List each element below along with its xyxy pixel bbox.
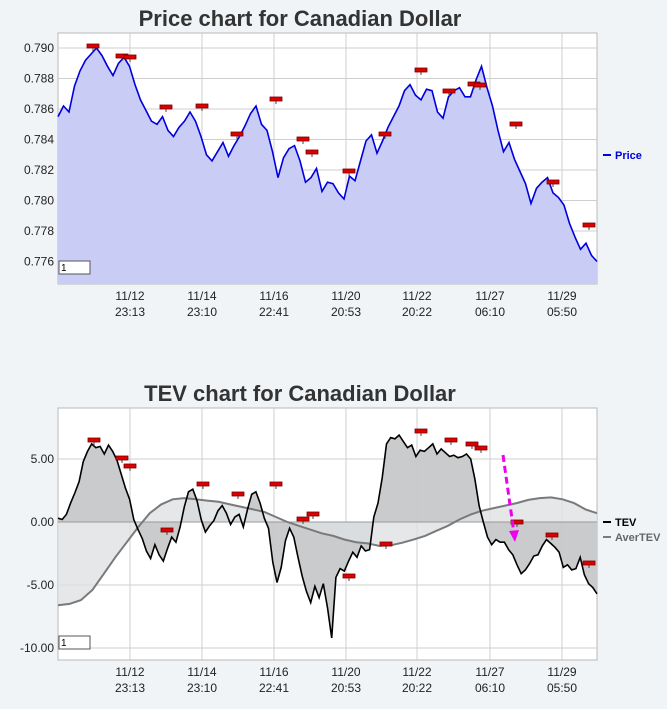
- tev-y-tick-label: -10.00: [20, 641, 54, 655]
- tev-chart-title: TEV chart for Canadian Dollar: [144, 381, 456, 406]
- tev-marker-flag: [414, 428, 428, 434]
- tev-x-tick-date: 11/22: [402, 665, 431, 679]
- tev-x-tick-time: 20:53: [331, 681, 361, 695]
- price-marker-flag: [230, 131, 244, 137]
- price-marker-flag: [269, 96, 283, 102]
- tev-x-tick-date: 11/12: [115, 665, 144, 679]
- price-x-tick-date: 11/29: [547, 289, 576, 303]
- tev-marker-flag: [160, 527, 174, 533]
- price-x-tick-time: 22:41: [259, 305, 289, 319]
- price-x-tick-time: 23:13: [115, 305, 145, 319]
- price-marker-flag: [509, 121, 523, 127]
- avertev-legend-label: AverTEV: [615, 532, 661, 544]
- price-x-tick-time: 20:53: [331, 305, 361, 319]
- tev-marker-flag: [231, 491, 245, 497]
- tev-trend-arrow-line: [501, 454, 516, 534]
- tev-marker-flag: [465, 441, 479, 447]
- price-marker-flag: [305, 149, 319, 155]
- tev-marker-flag: [379, 541, 393, 547]
- price-y-tick-label: 0.784: [24, 133, 54, 147]
- price-range-input: [58, 260, 91, 275]
- tev-marker-flag: [474, 445, 488, 451]
- tev-marker-flag: [123, 463, 137, 469]
- tev-x-tick-date: 11/16: [259, 665, 288, 679]
- price-series-line: [57, 46, 598, 263]
- tev-x-tick-time: 05:50: [547, 681, 577, 695]
- tev-x-tick-time: 23:10: [187, 681, 217, 695]
- price-marker-flag: [414, 67, 428, 73]
- tev-x-tick-time: 20:22: [402, 681, 432, 695]
- price-marker-flag: [442, 88, 456, 94]
- price-y-tick-label: 0.780: [24, 194, 54, 208]
- tev-x-tick-date: 11/20: [331, 665, 360, 679]
- price-x-tick-time: 20:22: [402, 305, 432, 319]
- tev-marker-flag: [582, 560, 596, 566]
- price-y-tick-label: 0.788: [24, 72, 54, 86]
- tev-area-fill: [58, 435, 597, 638]
- tev-marker-flag: [342, 573, 356, 579]
- tev-y-tick-label: 5.00: [31, 452, 55, 466]
- price-marker-flag: [546, 179, 560, 185]
- price-x-tick-date: 11/22: [402, 289, 431, 303]
- price-y-tick-label: 0.790: [24, 41, 54, 55]
- price-x-tick-date: 11/12: [115, 289, 144, 303]
- tev-y-tick-label: -5.00: [27, 578, 55, 592]
- tev-x-tick-date: 11/29: [547, 665, 576, 679]
- price-x-tick-time: 06:10: [475, 305, 505, 319]
- avertev-series-line: [57, 496, 598, 607]
- tev-marker-flag: [306, 511, 320, 517]
- tev-marker-flag: [545, 532, 559, 538]
- price-y-tick-label: 0.778: [24, 224, 54, 238]
- tev-marker-flag: [269, 481, 283, 487]
- tev-y-tick-label: 0.00: [31, 515, 55, 529]
- price-y-tick-label: 0.782: [24, 163, 54, 177]
- price-legend-label: Price: [615, 150, 642, 162]
- price-marker-flag: [159, 104, 173, 110]
- tev-marker-flag: [444, 437, 458, 443]
- price-marker-flag: [473, 82, 487, 88]
- price-area-fill: [58, 48, 597, 284]
- price-chart-title: Price chart for Canadian Dollar: [138, 6, 462, 31]
- price-marker-flag: [342, 168, 356, 174]
- tev-range-input: [58, 635, 91, 650]
- price-x-tick-date: 11/27: [475, 289, 504, 303]
- price-marker-flag: [378, 131, 392, 137]
- avertev-area-fill: [58, 497, 597, 606]
- price-x-tick-date: 11/16: [259, 289, 288, 303]
- tev-marker-flag: [296, 516, 310, 522]
- tev-marker-flag: [196, 481, 210, 487]
- price-marker-flag: [296, 136, 310, 142]
- price-x-tick-time: 05:50: [547, 305, 577, 319]
- tev-x-tick-time: 23:13: [115, 681, 145, 695]
- tev-x-tick-date: 11/14: [187, 665, 216, 679]
- tev-x-tick-time: 22:41: [259, 681, 289, 695]
- tev-legend-label: TEV: [615, 517, 637, 529]
- price-chart: 0.790 0.788 0.786 0.784 0.782 0.780 0.778 0.776…: [24, 32, 642, 319]
- price-marker-flag: [86, 43, 100, 49]
- tev-series-line: [57, 433, 598, 639]
- tev-x-tick-date: 11/27: [475, 665, 504, 679]
- price-x-tick-date: 11/20: [331, 289, 360, 303]
- price-marker-flag: [582, 222, 596, 228]
- price-x-tick-date: 11/14: [187, 289, 216, 303]
- price-marker-flag: [195, 103, 209, 109]
- price-marker-flag: [123, 54, 137, 60]
- tev-x-tick-time: 06:10: [475, 681, 505, 695]
- tev-marker-flag: [115, 455, 129, 461]
- price-x-tick-time: 23:10: [187, 305, 217, 319]
- price-y-tick-label: 0.776: [24, 255, 54, 269]
- price-range-input-value: 1: [61, 263, 67, 274]
- tev-marker-flag: [87, 437, 101, 443]
- price-y-tick-label: 0.786: [24, 102, 54, 116]
- tev-range-input-value: 1: [61, 638, 67, 649]
- tev-trend-arrow-head: [509, 530, 519, 542]
